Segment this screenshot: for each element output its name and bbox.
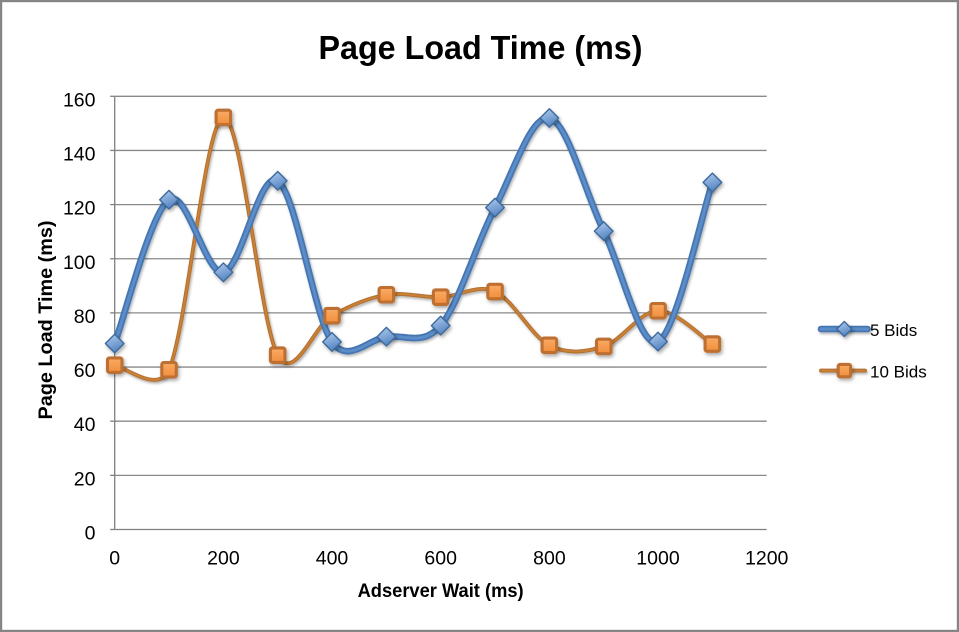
svg-text:0: 0 (109, 547, 120, 569)
svg-text:Adserver Wait (ms): Adserver Wait (ms) (358, 580, 524, 602)
svg-text:120: 120 (63, 198, 96, 220)
svg-text:10 Bids: 10 Bids (870, 362, 927, 381)
svg-text:1000: 1000 (636, 547, 680, 569)
svg-text:200: 200 (207, 547, 240, 569)
svg-text:160: 160 (63, 89, 96, 111)
svg-text:20: 20 (74, 468, 96, 490)
svg-text:40: 40 (74, 414, 96, 436)
svg-text:80: 80 (74, 306, 96, 328)
svg-text:140: 140 (63, 143, 96, 165)
svg-text:800: 800 (533, 547, 566, 569)
svg-text:1200: 1200 (745, 547, 789, 569)
svg-text:400: 400 (316, 547, 349, 569)
svg-text:Page Load Time (ms): Page Load Time (ms) (319, 30, 643, 67)
svg-text:60: 60 (74, 360, 96, 382)
svg-text:Page Load Time (ms): Page Load Time (ms) (35, 221, 57, 420)
svg-text:100: 100 (63, 252, 96, 274)
svg-text:0: 0 (85, 523, 96, 545)
svg-text:600: 600 (424, 547, 457, 569)
svg-text:5 Bids: 5 Bids (870, 321, 917, 340)
